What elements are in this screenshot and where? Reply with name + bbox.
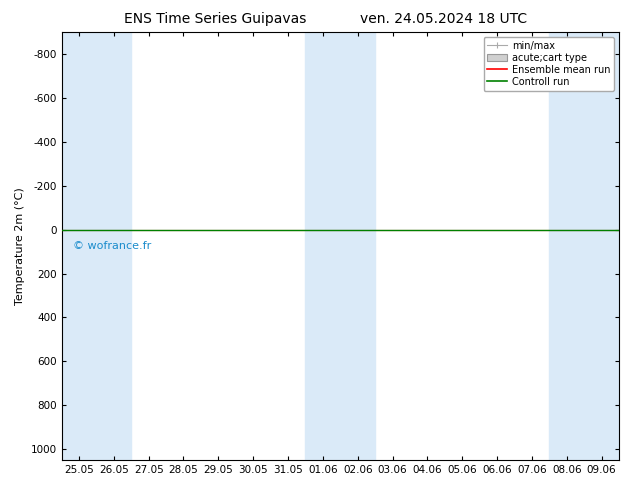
- Legend: min/max, acute;cart type, Ensemble mean run, Controll run: min/max, acute;cart type, Ensemble mean …: [484, 37, 614, 91]
- Text: © wofrance.fr: © wofrance.fr: [73, 241, 151, 251]
- Y-axis label: Temperature 2m (°C): Temperature 2m (°C): [15, 187, 25, 305]
- Bar: [306, 32, 375, 460]
- Text: ven. 24.05.2024 18 UTC: ven. 24.05.2024 18 UTC: [360, 12, 527, 26]
- Bar: [61, 32, 131, 460]
- Text: ENS Time Series Guipavas: ENS Time Series Guipavas: [124, 12, 307, 26]
- Bar: [549, 32, 619, 460]
